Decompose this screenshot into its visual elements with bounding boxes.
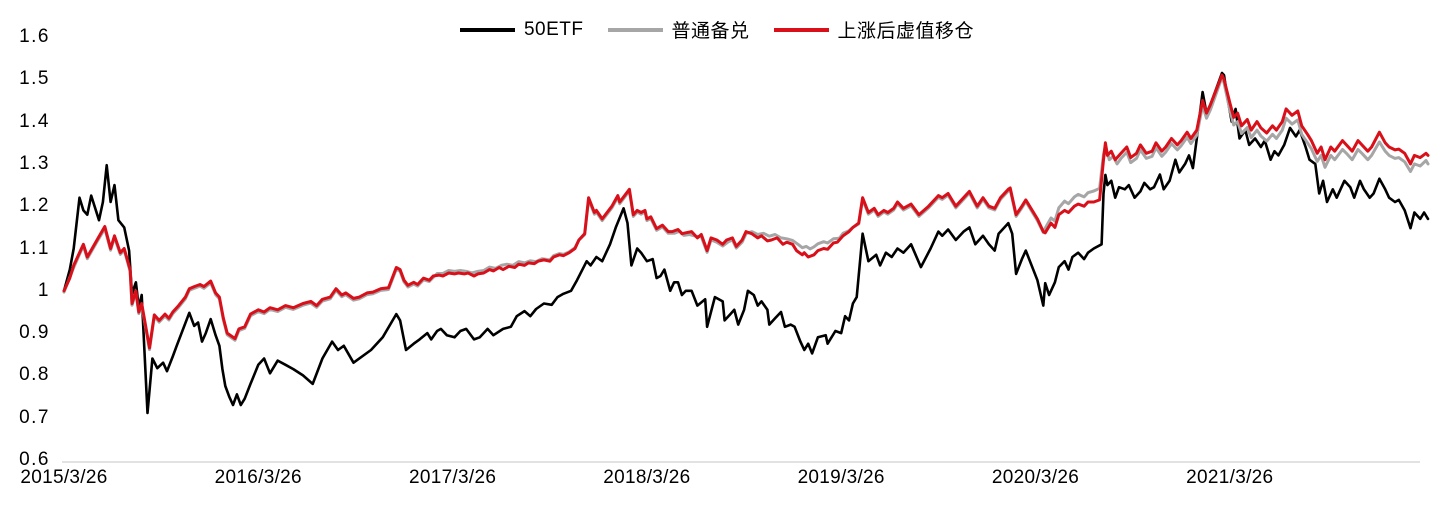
legend-item-50etf: 50ETF: [459, 18, 584, 41]
legend-line-swatch-black: [459, 27, 515, 32]
legend-item-covered-call: 普通备兑: [607, 16, 750, 43]
legend-item-otm-roll: 上涨后虚值移仓: [773, 16, 975, 43]
legend-label-otm-roll: 上涨后虚值移仓: [837, 21, 975, 42]
legend-line-swatch-gray: [607, 27, 663, 32]
legend-line-swatch-red: [773, 27, 829, 32]
legend-label-50etf: 50ETF: [523, 18, 584, 40]
chart-legend: 50ETF 普通备兑 上涨后虚值移仓: [0, 16, 1434, 43]
series-line-50ETF: [62, 71, 1430, 415]
legend-label-covered-call: 普通备兑: [671, 21, 750, 42]
series-line-上涨后虚值移仓: [62, 73, 1430, 350]
